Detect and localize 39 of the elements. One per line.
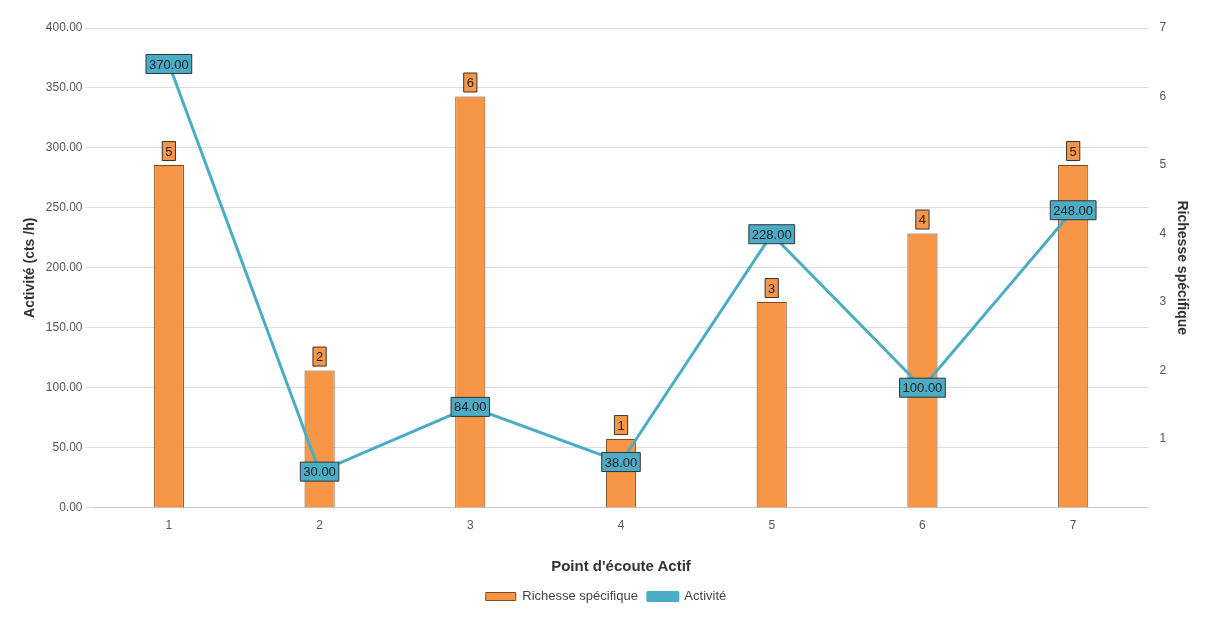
data-label: 228.00 [751,226,792,242]
y-tick-label: 50.00 [52,439,83,454]
y2-tick-label: 7 [1159,20,1167,35]
y-tick-label: 200.00 [45,260,83,275]
data-label: 1 [617,417,625,433]
y-tick-label: 250.00 [45,200,83,215]
x-tick-label: 2 [316,518,324,533]
y-tick-label: 400.00 [45,20,83,35]
data-label: 3 [768,280,776,296]
y-tick-label: 150.00 [45,320,83,335]
x-tick-label: 6 [919,518,927,533]
y2-tick-label: 6 [1159,88,1167,103]
y2-tick-label: 1 [1159,431,1167,446]
legend-label: Activité [684,588,727,604]
y-tick-label: 0.00 [59,499,83,514]
y-tick-label: 350.00 [45,80,83,95]
data-label: 5 [1069,143,1077,159]
data-label: 248.00 [1053,202,1094,218]
data-label: 370.00 [148,56,189,72]
legend-label: Richesse spécifique [522,588,638,604]
y2-tick-label: 5 [1159,157,1167,172]
x-tick-label: 5 [768,518,776,533]
data-label: 2 [315,349,324,365]
x-tick-label: 1 [165,518,173,533]
data-label: 5 [165,143,173,159]
x-tick-label: 7 [1069,518,1077,533]
x-tick-label: 3 [466,518,474,533]
y2-tick-label: 3 [1159,294,1167,309]
x-axis-title: Point d'écoute Actif [551,557,692,575]
y2-tick-label: 2 [1159,362,1167,377]
y2-tick-label: 4 [1159,225,1167,240]
x-tick-label: 4 [617,518,625,533]
data-label: 4 [918,212,927,228]
data-label: 100.00 [902,380,943,396]
y-tick-label: 100.00 [45,380,83,395]
y2-axis-title: Richesse spécifique [1174,200,1191,336]
y-tick-label: 300.00 [45,140,83,155]
data-label: 6 [466,75,474,91]
y-axis-title: Activité (cts /h) [21,217,38,318]
